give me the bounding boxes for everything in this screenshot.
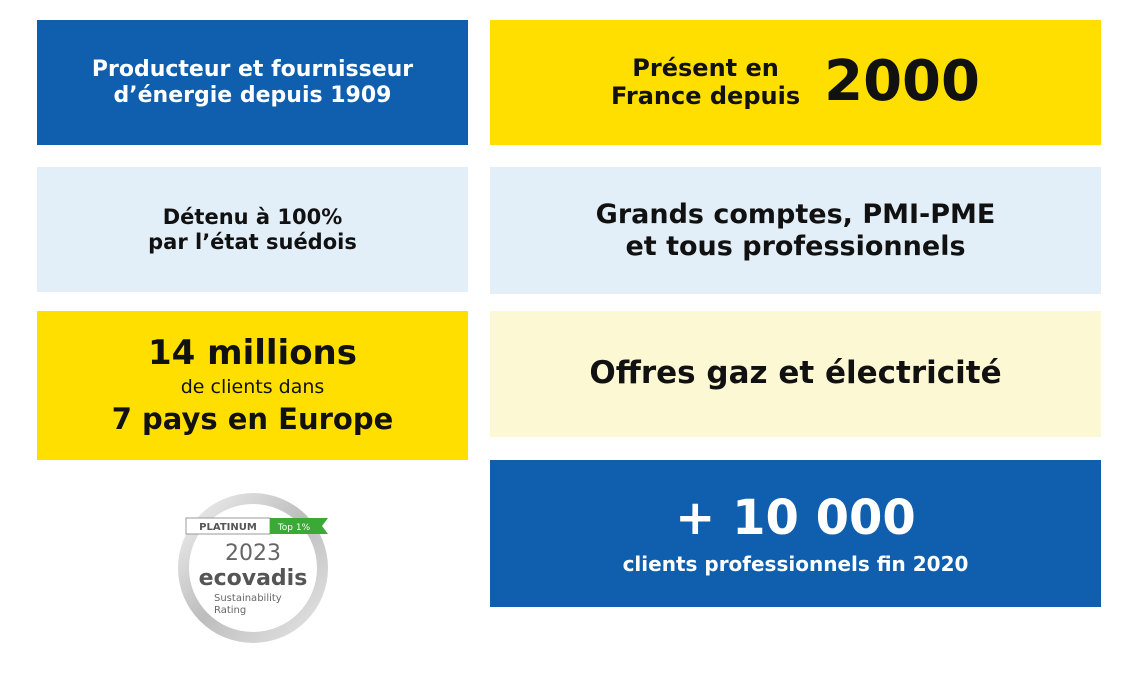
badge: PLATINUM Top 1% 2023 ecovadis Sustainabi…: [178, 493, 328, 643]
card-line: France depuis: [611, 81, 801, 110]
card: 14 millions de clients dans 7 pays en Eu…: [37, 311, 468, 460]
badge-level: PLATINUM: [199, 522, 257, 533]
card-line: Présent en: [632, 53, 779, 82]
card-line: d’énergie depuis 1909: [113, 82, 392, 108]
card: Détenu à 100% par l’état suédois: [37, 167, 468, 292]
badge-caption: Rating: [214, 605, 246, 616]
card: Grands comptes, PMI-PME et tous professi…: [490, 167, 1101, 294]
card-line: Détenu à 100%: [162, 205, 343, 230]
card-line: Offres gaz et électricité: [589, 355, 1002, 392]
card-highlight: 2000: [824, 49, 980, 115]
badge-face: [189, 504, 317, 632]
card-line: par l’état suédois: [148, 229, 357, 254]
card-line: 14 millions: [148, 333, 357, 374]
badge-caption: Sustainability: [214, 593, 282, 604]
card-line: + 10 000: [675, 490, 916, 547]
card-line: clients professionnels fin 2020: [622, 551, 969, 576]
badge-rank: Top 1%: [277, 523, 311, 533]
card-line: Grands comptes, PMI-PME: [595, 199, 996, 231]
badge-year: 2023: [225, 541, 281, 566]
card-line: et tous professionnels: [625, 230, 966, 262]
card: Producteur et fournisseur d’énergie depu…: [37, 20, 468, 145]
card: Présent en France depuis 2000: [490, 20, 1101, 145]
card-line: Producteur et fournisseur: [91, 57, 414, 83]
card-line: 7 pays en Europe: [111, 402, 394, 437]
card: + 10 000 clients professionnels fin 2020: [490, 460, 1101, 607]
card-line: de clients dans: [180, 376, 325, 399]
card: Offres gaz et électricité: [490, 311, 1101, 437]
badge-brand: ecovadis: [199, 566, 308, 591]
card-text: Présent en France depuis: [611, 53, 801, 110]
badge-rank-box: [270, 518, 328, 534]
